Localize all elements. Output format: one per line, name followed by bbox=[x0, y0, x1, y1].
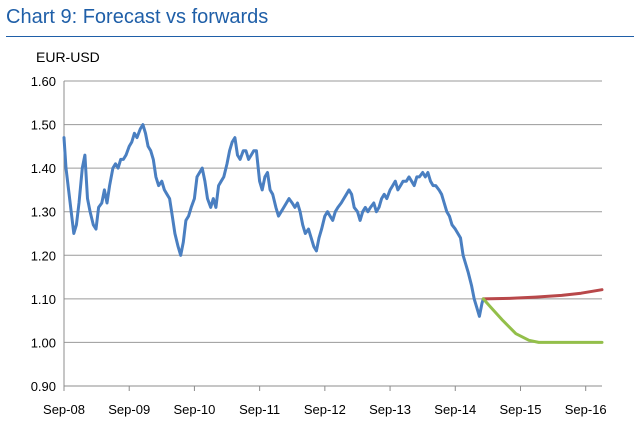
y-tick-label: 1.60 bbox=[31, 74, 56, 89]
y-tick-label: 0.90 bbox=[31, 379, 56, 394]
y-tick-label: 1.00 bbox=[31, 335, 56, 350]
x-tick-label: Sep-16 bbox=[565, 402, 607, 417]
series-line-2 bbox=[481, 288, 604, 301]
gridlines bbox=[63, 80, 602, 387]
x-tick-label: Sep-09 bbox=[108, 402, 150, 417]
x-tick-label: Sep-14 bbox=[434, 402, 476, 417]
y-tick-label: 1.10 bbox=[31, 292, 56, 307]
x-tick-labels: Sep-08 Sep-09 Sep-10 Sep-11 Sep-12 Sep-13 Sep-… bbox=[43, 386, 607, 417]
x-tick-label: Sep-13 bbox=[369, 402, 411, 417]
series-line-3 bbox=[481, 297, 604, 344]
y-tick-labels: 0.90 1.00 1.10 1.20 1.30 1.40 1.50 1.60 bbox=[31, 74, 56, 394]
y-tick-label: 1.50 bbox=[31, 118, 56, 133]
y-tick-label: 1.30 bbox=[31, 205, 56, 220]
title-rule bbox=[6, 36, 634, 37]
x-tick-label: Sep-15 bbox=[500, 402, 542, 417]
series-lines bbox=[62, 123, 604, 344]
y-axis-label: EUR-USD bbox=[36, 49, 100, 65]
x-tick-label: Sep-12 bbox=[304, 402, 346, 417]
y-tick-label: 1.20 bbox=[31, 248, 56, 263]
x-tick-label: Sep-11 bbox=[239, 402, 280, 417]
x-tick-label: Sep-10 bbox=[173, 402, 215, 417]
y-tick-label: 1.40 bbox=[31, 161, 56, 176]
chart-title: Chart 9: Forecast vs forwards bbox=[6, 6, 269, 28]
x-tick-label: Sep-08 bbox=[43, 402, 85, 417]
series-line-1 bbox=[62, 123, 485, 318]
